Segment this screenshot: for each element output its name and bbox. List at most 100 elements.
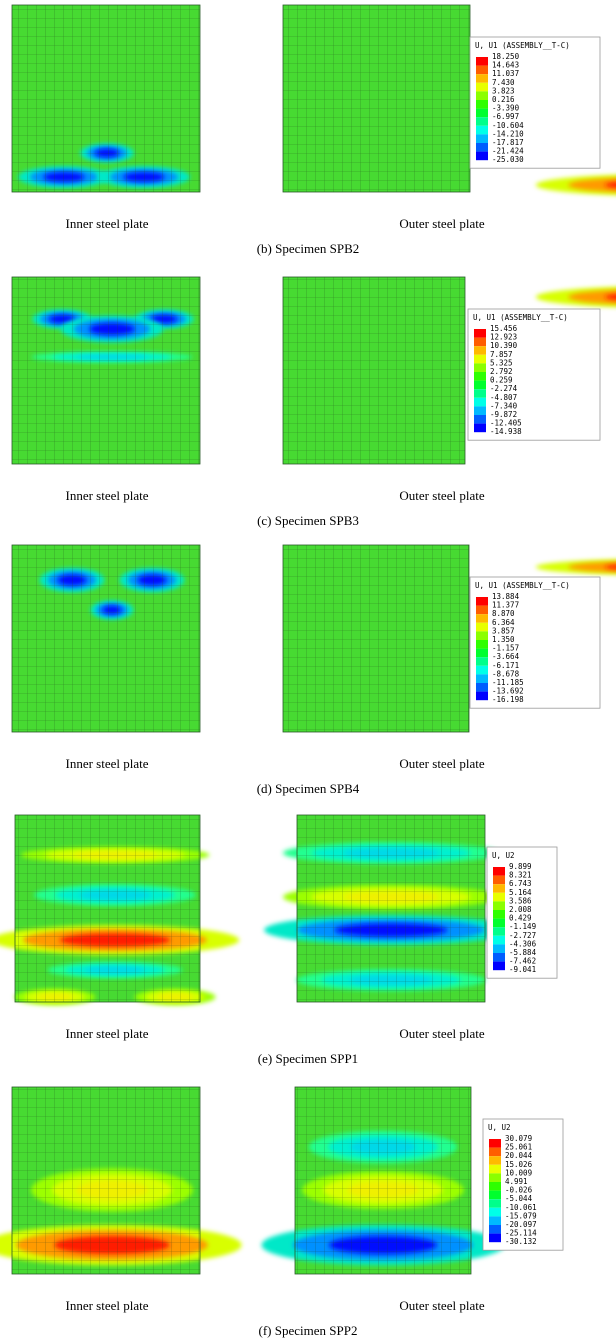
legend-swatch (493, 884, 505, 893)
legend-value: 9.899 (509, 862, 532, 871)
legend-swatch (474, 363, 486, 372)
plate-edge (11, 276, 201, 465)
legend-swatch (474, 397, 486, 407)
plate-edge (11, 1086, 201, 1275)
legend-value: 1.350 (492, 635, 515, 644)
contour-plate (264, 814, 518, 1003)
legend-value: -10.061 (505, 1203, 537, 1212)
legend-value: 2.008 (509, 905, 532, 914)
legend-swatch (489, 1139, 501, 1148)
contour-plate (0, 1086, 242, 1275)
legend-value: -5.044 (505, 1194, 533, 1203)
legend-box (469, 576, 601, 709)
legend-value: -1.149 (509, 922, 536, 931)
legend-value: 8.870 (492, 609, 515, 618)
legend-value: -1.157 (492, 644, 519, 653)
legend-swatch (476, 143, 488, 152)
legend-swatch (476, 683, 488, 692)
legend-swatch (476, 631, 488, 640)
legend-swatch (476, 57, 488, 66)
plate-mesh (297, 815, 485, 1002)
contour-blob (604, 294, 616, 300)
legend-swatch (476, 117, 488, 126)
legend-swatch (476, 605, 488, 615)
legend-swatch (474, 346, 486, 355)
plate-edge (14, 814, 201, 1003)
legend-swatch (474, 337, 486, 347)
contour-blob (604, 182, 616, 188)
legend-swatch (476, 622, 488, 632)
contour-blob (568, 289, 616, 305)
legend-swatch (476, 665, 488, 675)
outer-label: Outer steel plate (399, 488, 484, 503)
legend-value: 3.857 (492, 626, 515, 635)
contour-plate (261, 1086, 505, 1275)
legend-value: 0.429 (509, 914, 532, 923)
legend-value: -3.664 (492, 652, 520, 661)
legend-swatch (489, 1147, 501, 1157)
legend-swatch (493, 961, 505, 971)
legend-swatch (476, 74, 488, 83)
legend-value: -11.185 (492, 678, 524, 687)
legend-value: 30.079 (505, 1134, 532, 1143)
plate-mesh (12, 545, 200, 732)
legend-value: 0.216 (492, 95, 515, 104)
legend-value: -6.997 (492, 112, 519, 121)
legend-value: -2.727 (509, 931, 536, 940)
plate-edge (296, 814, 486, 1003)
legend-box (467, 308, 601, 441)
inner-label: Inner steel plate (65, 488, 148, 503)
legend-value: 7.857 (490, 350, 513, 359)
contour-plate (11, 276, 201, 465)
legend-swatch (474, 423, 486, 433)
contour-plate (0, 814, 240, 1006)
legend-value: -10.604 (492, 121, 524, 130)
legend-swatch (476, 125, 488, 135)
legend-value: -17.817 (492, 138, 524, 147)
legend-value: -4.807 (490, 393, 517, 402)
caption: (d) Specimen SPB4 (257, 781, 360, 796)
contour-plate (11, 544, 201, 733)
legend-value: 13.884 (492, 592, 520, 601)
legend-title: U, U2 (492, 851, 515, 860)
legend-swatch (476, 100, 488, 109)
legend-swatch (474, 372, 486, 381)
legend-swatch (476, 91, 488, 100)
plate-mesh (295, 1087, 471, 1274)
legend-swatch (474, 354, 486, 364)
legend-value: -7.340 (490, 401, 518, 410)
legend-value: 0.259 (490, 376, 513, 385)
legend-swatch (474, 406, 486, 415)
legend-swatch (476, 614, 488, 623)
legend-swatch (489, 1199, 501, 1208)
contour-blob (568, 561, 616, 573)
legend-value: -9.041 (509, 965, 536, 974)
legend-title: U, U2 (488, 1123, 511, 1132)
legend-swatch (493, 875, 505, 885)
legend-swatch (489, 1207, 501, 1217)
legend-swatch (476, 674, 488, 683)
legend-swatch (489, 1190, 501, 1200)
outer-label: Outer steel plate (399, 756, 484, 771)
legend-swatch (474, 380, 486, 390)
plate-mesh (12, 1087, 200, 1274)
legend-value: -14.938 (490, 427, 522, 436)
contour-plate (282, 276, 616, 465)
legend-value: 3.823 (492, 86, 515, 95)
legend-swatch (476, 691, 488, 701)
caption: (c) Specimen SPB3 (257, 513, 359, 528)
outer-label: Outer steel plate (399, 216, 484, 231)
legend-value: 6.364 (492, 618, 515, 627)
legend-swatch (489, 1156, 501, 1165)
legend-value: -30.132 (505, 1237, 537, 1246)
legend-swatch (493, 953, 505, 962)
legend-value: 15.456 (490, 324, 518, 333)
legend-value: 20.044 (505, 1151, 533, 1160)
plate-edge (294, 1086, 472, 1275)
legend-value: -16.198 (492, 695, 524, 704)
legend-value: 12.923 (490, 333, 517, 342)
plate-mesh (12, 277, 200, 464)
legend-swatch (474, 389, 486, 398)
plate-mesh (15, 815, 200, 1002)
legend-swatch (476, 597, 488, 606)
